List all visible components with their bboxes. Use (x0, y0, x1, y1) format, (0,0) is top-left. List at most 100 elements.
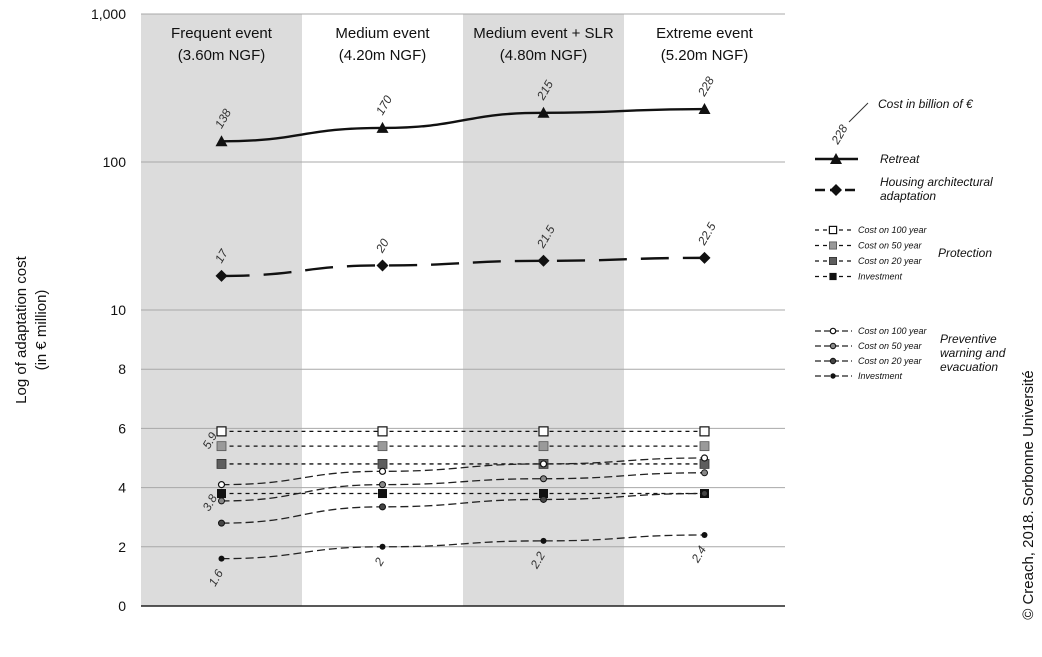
data-point (379, 481, 386, 489)
data-label: 170 (373, 93, 395, 118)
legend-preventive-marker (829, 327, 837, 335)
y-axis-label-line-2: (in € million) (33, 290, 50, 371)
data-point (699, 426, 710, 437)
y-tick-label: 2 (118, 539, 126, 555)
category-headers: Frequent event (3.60m NGF) Medium event (4.… (171, 25, 754, 64)
data-point (378, 489, 387, 499)
y-axis-ticks: 0 2 4 6 8 10 100 1,000 (91, 6, 126, 614)
data-label: 228 (694, 74, 717, 99)
data-point (216, 426, 227, 437)
legend-protection-label: Cost on 50 year (858, 241, 923, 251)
legend-cost-example: 228 (828, 122, 851, 147)
data-point (376, 121, 389, 133)
legend-preventive-title: Preventive warning and evacuation (940, 332, 1006, 374)
y-tick-label: 1,000 (91, 6, 126, 22)
series-preventive-9 (218, 531, 708, 562)
category-title: Frequent event (171, 25, 273, 42)
data-point (698, 251, 711, 264)
series-main-1 (215, 251, 711, 282)
legend-preventive-label: Investment (858, 371, 903, 381)
data-point (377, 459, 388, 469)
data-point (217, 489, 226, 499)
data-point (699, 441, 710, 452)
legend-protection-marker (829, 272, 837, 281)
series-layer (215, 103, 711, 562)
legend-housing-label: Housing architectural adaptation (880, 175, 993, 203)
data-point (378, 467, 387, 475)
data-point (377, 441, 388, 452)
category-subtitle: (3.60m NGF) (178, 47, 266, 64)
legend-preventive-label: Cost on 20 year (858, 356, 923, 366)
data-point (215, 135, 228, 147)
data-point (540, 537, 547, 544)
data-point (376, 259, 389, 272)
category-title: Medium event (335, 25, 430, 42)
data-point (216, 459, 227, 469)
data-label: 2 (371, 555, 387, 569)
copyright-credit: © Creach, 2018. Sorbonne Université (1020, 370, 1037, 620)
legend-retreat-label: Retreat (880, 152, 920, 166)
series-preventive-8 (218, 490, 708, 527)
series-protection-3 (216, 441, 710, 452)
data-point (537, 106, 550, 118)
data-point (218, 555, 225, 562)
series-line (221, 457, 705, 486)
data-point (698, 103, 711, 115)
y-tick-label: 8 (118, 361, 126, 377)
legend-protection-marker (828, 225, 838, 235)
legend-protection-title: Protection (938, 246, 992, 260)
legend-protection-label: Cost on 100 year (858, 225, 928, 235)
legend-preventive-label: Cost on 100 year (858, 326, 928, 336)
category-subtitle: (4.80m NGF) (500, 47, 588, 64)
data-point (701, 490, 708, 498)
data-point (377, 426, 388, 437)
y-axis-label: Log of adaptation cost (in € million) (13, 255, 50, 403)
data-point (538, 426, 549, 437)
legend-cost-tick (848, 102, 869, 123)
data-point (215, 269, 228, 282)
legend-housing-marker (830, 184, 842, 196)
y-tick-label: 6 (118, 420, 126, 436)
data-point (379, 543, 386, 550)
series-protection-2 (216, 426, 710, 437)
category-subtitle: (5.20m NGF) (661, 47, 749, 64)
legend-protection-label: Investment (858, 272, 903, 282)
category-title: Medium event + SLR (473, 25, 614, 42)
data-point (218, 497, 225, 505)
series-line (221, 256, 705, 278)
data-point (218, 519, 225, 527)
data-point (701, 469, 708, 477)
category-title: Extreme event (656, 25, 754, 42)
legend-protection-marker (829, 241, 838, 250)
legend-protection-marker (829, 256, 838, 265)
legend-preventive-label: Cost on 50 year (858, 341, 923, 351)
data-point (539, 489, 548, 499)
y-tick-label: 4 (118, 480, 126, 496)
data-point (701, 531, 708, 538)
data-point (540, 495, 547, 503)
data-label: 22.5 (694, 220, 718, 248)
y-tick-label: 100 (103, 154, 127, 170)
data-point (537, 254, 550, 267)
gridlines (141, 13, 785, 607)
series-main-0 (215, 103, 711, 147)
legend-retreat-marker (830, 153, 842, 164)
data-point (700, 454, 709, 462)
legend: 228 Cost in billion of € Retreat Housing ar… (815, 97, 1006, 381)
data-point (539, 460, 548, 468)
series-preventive-7 (218, 469, 708, 505)
series-line (221, 107, 705, 143)
data-point (540, 475, 547, 483)
series-line (221, 472, 705, 502)
legend-protection-label: Cost on 20 year (858, 256, 923, 266)
series-line (221, 534, 705, 560)
y-axis-label-line-1: Log of adaptation cost (13, 255, 30, 403)
legend-preventive-marker (830, 373, 836, 379)
y-tick-label: 0 (118, 598, 126, 614)
series-preventive-6 (217, 454, 709, 489)
data-point (217, 481, 226, 489)
data-point (216, 441, 227, 452)
data-point (538, 441, 549, 452)
legend-preventive-marker (829, 342, 837, 350)
